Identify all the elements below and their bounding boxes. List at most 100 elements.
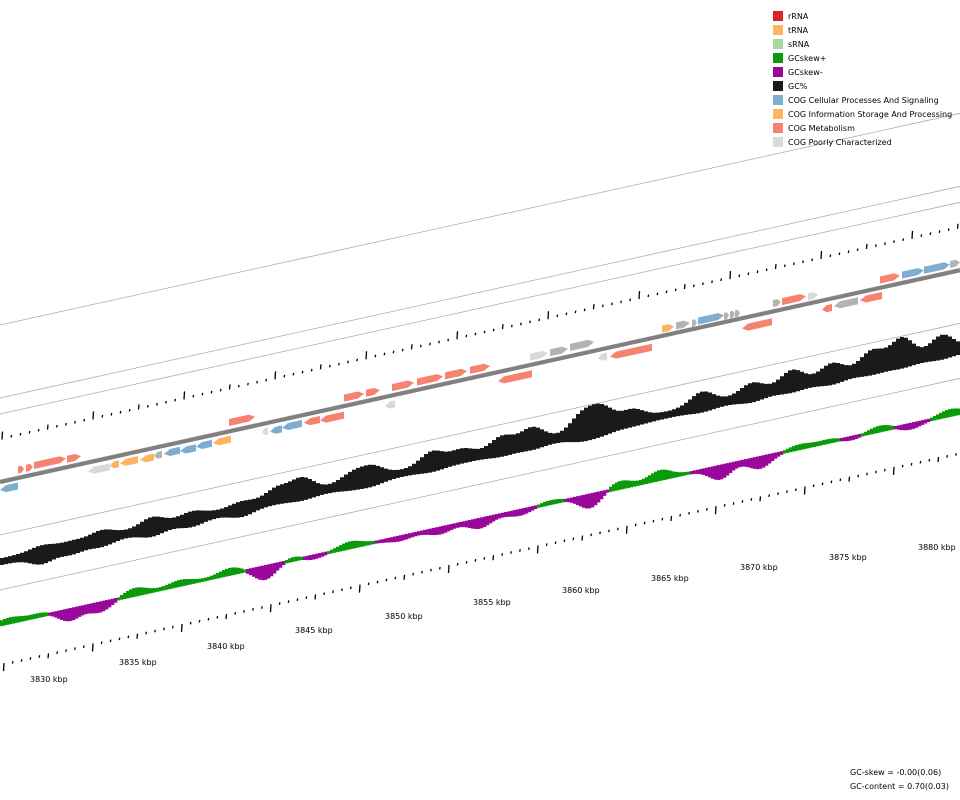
gc-skew-bar (171, 582, 175, 589)
gc-skew-bar (828, 438, 832, 444)
gc-skew-bar (351, 540, 355, 549)
gc-skew-bar (330, 549, 334, 554)
tick-mark (474, 332, 477, 336)
tick-mark (786, 490, 788, 494)
gc-skew-bar (363, 541, 367, 547)
cds-feature (950, 259, 960, 269)
tick-mark (629, 298, 632, 302)
tick-mark (554, 541, 557, 545)
tick-mark (1, 431, 4, 440)
gc-skew-bar (669, 470, 673, 479)
legend-swatch (773, 11, 783, 21)
gc-skew-bar (714, 465, 718, 480)
gc-skew-bar (123, 592, 127, 600)
gc-skew-bar (306, 555, 310, 561)
gc-skew-bar (252, 567, 256, 577)
tick-mark (711, 280, 713, 284)
gc-skew-bar (510, 510, 514, 517)
tick-mark (838, 252, 841, 256)
tick-mark (376, 580, 379, 584)
gc-skew-bar (570, 497, 574, 503)
gc-skew-bar (903, 424, 907, 431)
tick-mark (410, 344, 413, 350)
tick-mark (893, 240, 895, 244)
tick-mark (705, 507, 708, 511)
gc-skew-bar (63, 609, 67, 621)
tick-mark (301, 370, 304, 374)
tick-mark (483, 330, 486, 334)
legend-label: COG Cellular Processes And Signaling (788, 95, 939, 105)
tick-mark (349, 586, 352, 590)
position-axis: 3830 kbp 3835 kbp 3840 kbp 3845 kbp 3850 kbp… (2, 453, 957, 684)
gc-skew-bar (36, 613, 40, 619)
gc-skew-bar (366, 541, 370, 546)
gc-skew-bar (432, 527, 436, 536)
gc-skew-bar (6, 617, 10, 625)
gc-skew-bar (855, 434, 859, 439)
gc-skew-bar (942, 411, 946, 419)
gc-skew-bar (516, 509, 520, 517)
tick-mark (165, 400, 167, 404)
tick-mark (955, 453, 957, 456)
gc-skew-bar (414, 531, 418, 537)
tick-mark (911, 230, 914, 239)
tick-mark (38, 655, 41, 658)
tick-mark (192, 394, 195, 398)
tick-mark (768, 494, 771, 497)
gc-skew-bar (183, 579, 187, 586)
gc-skew-bar (888, 425, 892, 431)
gc-skew-bar (84, 604, 88, 615)
gc-skew-bar (843, 437, 847, 442)
gc-skew-bar (906, 423, 910, 431)
gc-skew-bar (0, 620, 4, 627)
tick-mark (137, 404, 140, 410)
gc-skew-bar (483, 516, 487, 527)
gc-skew-bar (369, 541, 373, 545)
gc-skew-bar (732, 461, 736, 471)
tick-mark (65, 422, 67, 426)
gc-skew-bar (138, 587, 142, 596)
gc-skew-bar (75, 606, 79, 619)
tick-mark (419, 344, 422, 348)
gc-skew-bar (303, 556, 307, 560)
gc-skew-bar (234, 567, 238, 575)
cds-feature (676, 320, 690, 330)
tick-mark (358, 584, 361, 593)
legend-swatch (773, 25, 783, 35)
tick-mark (910, 462, 913, 466)
cds-feature (822, 304, 832, 313)
tick-mark (866, 472, 868, 476)
tick-mark (429, 342, 431, 346)
gc-skew-bar (681, 472, 685, 477)
gc-skew-bar (141, 587, 145, 596)
legend-item-gcskew-plus: GCskew+ (773, 51, 958, 65)
tick-mark (201, 392, 204, 396)
gc-skew-bar (207, 576, 211, 581)
tick-mark (56, 651, 59, 654)
cds-feature (26, 463, 33, 472)
tick-mark (101, 414, 104, 418)
gc-skew-bar (762, 455, 766, 468)
gc-skew-bar (27, 615, 31, 621)
gc-skew-bar (348, 541, 352, 550)
gc-skew-bar (582, 494, 586, 508)
gc-skew-bar (471, 519, 475, 529)
cds-feature (392, 380, 414, 392)
cds-feature (366, 388, 380, 397)
gc-skew-bar (951, 408, 955, 417)
gc-skew-bar (600, 490, 604, 500)
genome-backbone (0, 268, 960, 484)
cds-feature (229, 414, 255, 427)
gc-skew-bar (315, 553, 319, 559)
gc-skew-bar (159, 587, 163, 592)
gc-skew-bar (648, 475, 652, 484)
gc-skew-bar (606, 489, 610, 493)
legend-label: tRNA (788, 25, 809, 35)
gc-skew-bar (948, 409, 952, 418)
cds-feature (213, 435, 231, 446)
legend-label: COG Metabolism (788, 123, 855, 133)
gc-skew-bar (201, 578, 205, 582)
gc-skew-bar (114, 598, 118, 603)
cds-feature (880, 273, 900, 284)
gc-skew-bar (822, 440, 826, 445)
